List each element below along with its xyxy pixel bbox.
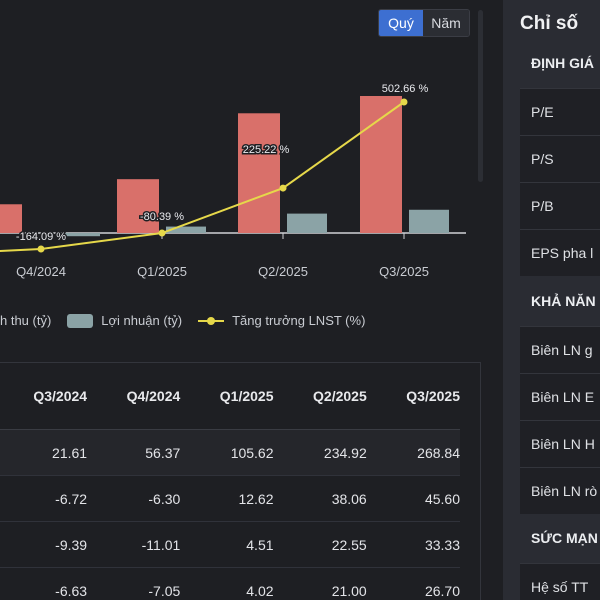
column-header: Q2/2025 <box>273 363 367 430</box>
indicator-ratio[interactable]: Hệ số TT <box>520 563 600 600</box>
table-cell: -11.01 <box>87 521 181 568</box>
table-cell: -6.63 <box>0 567 88 600</box>
legend-profit[interactable]: Lợi nhuận (tỷ) <box>67 313 182 328</box>
profit-bar <box>60 233 100 237</box>
table-cell: 21.61 <box>0 429 88 476</box>
table-cell: -6.30 <box>87 475 181 522</box>
quarter-button[interactable]: Quý <box>379 10 423 36</box>
year-button[interactable]: Năm <box>423 10 469 36</box>
table-cell: 38.06 <box>273 475 367 522</box>
table-row: 21.61 56.37 105.62 234.92 268.84 <box>0 429 460 476</box>
growth-data-label: -80.39 % <box>140 211 184 223</box>
x-axis-label: Q2/2025 <box>258 264 308 279</box>
indicator-gross-margin[interactable]: Biên LN g <box>520 326 600 373</box>
revenue-bar <box>360 96 402 233</box>
financial-chart-panel: -164.09 % -80.39 % 225.22 % 502.66 % Q4/2024… <box>0 0 500 600</box>
indicator-label: Biên LN H <box>531 436 595 452</box>
legend-profit-swatch <box>67 313 94 328</box>
section-profitability: KHẢ NĂN <box>531 293 596 309</box>
table-cell: 12.62 <box>180 475 274 522</box>
growth-data-label: 225.22 % <box>243 144 290 156</box>
legend-revenue-label: h thu (tỷ) <box>0 313 52 328</box>
table-cell: 105.62 <box>180 429 274 476</box>
growth-point <box>400 98 408 106</box>
table-cell: 234.92 <box>273 429 367 476</box>
table-header-row: Q3/2024 Q4/2024 Q1/2025 Q2/2025 Q3/2025 <box>0 363 460 430</box>
indicator-ps[interactable]: P/S <box>520 135 600 182</box>
x-axis-label: Q3/2025 <box>379 264 429 279</box>
indicator-label: EPS pha l <box>531 245 594 261</box>
column-header: Q3/2025 <box>366 363 460 430</box>
table-cell: 33.33 <box>366 521 460 568</box>
legend-growth-swatch <box>198 314 225 328</box>
indicator-label: P/B <box>531 198 554 214</box>
table-cell: 4.02 <box>180 567 274 600</box>
chart-legend: h thu (tỷ) Lợi nhuận (tỷ) Tăng trưởng LN… <box>0 313 381 328</box>
table-row: -6.72 -6.30 12.62 38.06 45.60 <box>0 475 460 522</box>
table-cell: -7.05 <box>87 567 181 600</box>
indicator-pb[interactable]: P/B <box>520 182 600 229</box>
section-valuation: ĐỊNH GIÁ <box>531 55 594 71</box>
period-toggle: Quý Năm <box>378 9 470 37</box>
x-axis-label: Q4/2024 <box>16 264 66 279</box>
growth-point <box>279 184 287 192</box>
indicator-label: P/E <box>531 104 554 120</box>
indicator-operating-margin[interactable]: Biên LN H <box>520 420 600 467</box>
financial-table: Q3/2024 Q4/2024 Q1/2025 Q2/2025 Q3/2025 … <box>0 363 460 600</box>
indicator-label: Biên LN g <box>531 342 593 358</box>
table-row: -6.63 -7.05 4.02 21.00 26.70 <box>0 567 460 600</box>
growth-data-label: -164.09 % <box>16 231 66 243</box>
x-axis-label: Q1/2025 <box>137 264 187 279</box>
table-cell: -9.39 <box>0 521 88 568</box>
column-header: Q4/2024 <box>87 363 181 430</box>
table-cell: 21.00 <box>273 567 367 600</box>
table-row: -9.39 -11.01 4.51 22.55 33.33 <box>0 521 460 568</box>
revenue-bar <box>117 179 159 233</box>
profit-bar <box>287 213 327 233</box>
growth-point <box>158 229 166 237</box>
legend-profit-label: Lợi nhuận (tỷ) <box>101 313 183 328</box>
chart-area: -164.09 % -80.39 % 225.22 % 502.66 % Q4/2024… <box>0 0 500 300</box>
revenue-bar <box>0 204 22 233</box>
indicator-label: Biên LN rò <box>531 483 598 499</box>
profit-bar <box>166 226 206 233</box>
growth-data-label: 502.66 % <box>382 83 429 95</box>
column-header: Q3/2024 <box>0 363 88 430</box>
table-cell: 45.60 <box>366 475 460 522</box>
table-cell: 4.51 <box>180 521 274 568</box>
table-cell: 22.55 <box>273 521 367 568</box>
indicator-label: Hệ số TT <box>531 579 589 595</box>
indicator-label: P/S <box>531 151 554 167</box>
table-cell: 268.84 <box>366 429 460 476</box>
revenue-bar <box>238 113 280 233</box>
indicator-pe[interactable]: P/E <box>520 88 600 135</box>
profit-bar <box>409 209 449 233</box>
table-cell: 26.70 <box>366 567 460 600</box>
column-header: Q1/2025 <box>180 363 274 430</box>
financial-table-container: Q3/2024 Q4/2024 Q1/2025 Q2/2025 Q3/2025 … <box>0 362 481 600</box>
table-cell: 56.37 <box>87 429 181 476</box>
chart-scrollbar[interactable] <box>478 10 483 182</box>
indicators-title: Chỉ số <box>520 13 579 34</box>
growth-point <box>37 245 45 253</box>
indicator-label: Biên LN E <box>531 389 595 405</box>
indicator-ebit-margin[interactable]: Biên LN E <box>520 373 600 420</box>
revenue-profit-chart: -164.09 % -80.39 % 225.22 % 502.66 % Q4/2024… <box>0 82 466 279</box>
indicators-panel: Chỉ số ĐỊNH GIÁ P/E P/S P/B EPS pha l KH… <box>503 0 600 600</box>
indicator-eps[interactable]: EPS pha l <box>520 229 600 276</box>
legend-growth-label: Tăng trưởng LNST (%) <box>232 313 366 328</box>
section-financial-strength: SỨC MẠN <box>531 530 598 546</box>
legend-revenue[interactable]: h thu (tỷ) <box>0 313 51 328</box>
indicator-net-margin[interactable]: Biên LN rò <box>520 467 600 514</box>
legend-growth[interactable]: Tăng trưởng LNST (%) <box>198 313 365 328</box>
table-cell: -6.72 <box>0 475 88 522</box>
